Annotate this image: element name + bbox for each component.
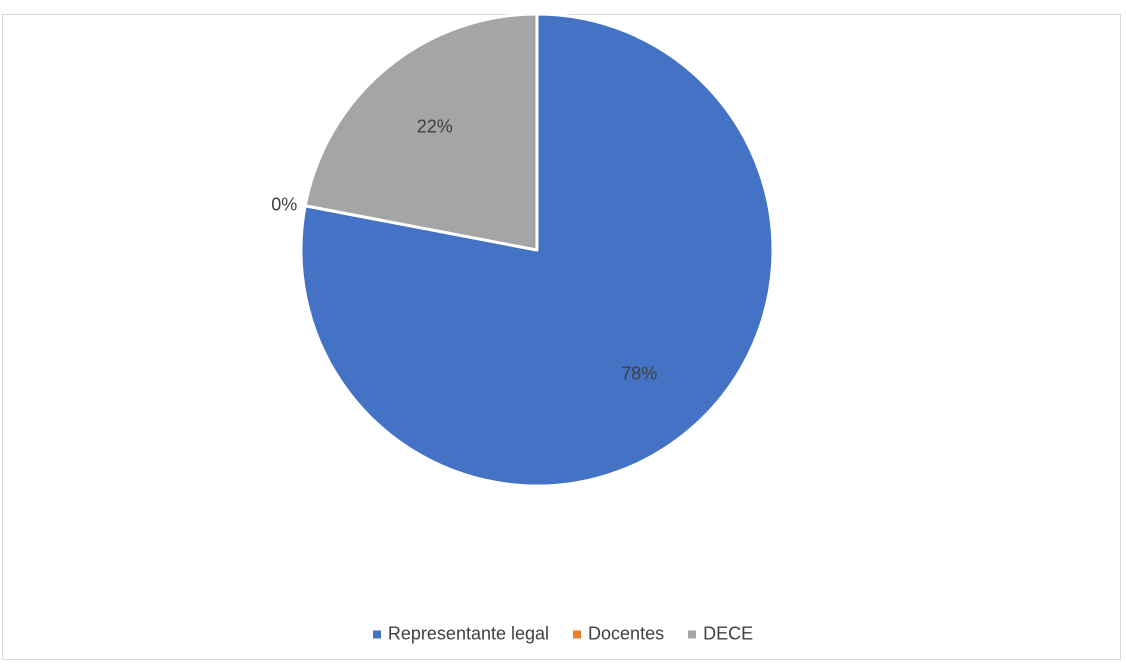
legend: Representante legal Docentes DECE	[0, 624, 1126, 645]
legend-label-dece: DECE	[703, 623, 754, 644]
legend-swatch-dece	[688, 630, 697, 638]
legend-item-representante-legal: Representante legal	[372, 623, 550, 645]
legend-item-dece: DECE	[688, 624, 753, 645]
pie-slice-dece	[303, 12, 539, 252]
data-label-docentes: 0%	[271, 194, 297, 214]
legend-swatch-docentes	[573, 630, 582, 638]
legend-item-docentes: Docentes	[573, 624, 664, 645]
legend-label-docentes: Docentes	[588, 623, 665, 644]
legend-label-representante-legal: Representante legal	[387, 623, 550, 644]
data-label-dece: 22%	[417, 116, 453, 136]
legend-swatch-representante-legal	[372, 630, 381, 638]
data-label-representante-legal: 78%	[621, 364, 657, 384]
